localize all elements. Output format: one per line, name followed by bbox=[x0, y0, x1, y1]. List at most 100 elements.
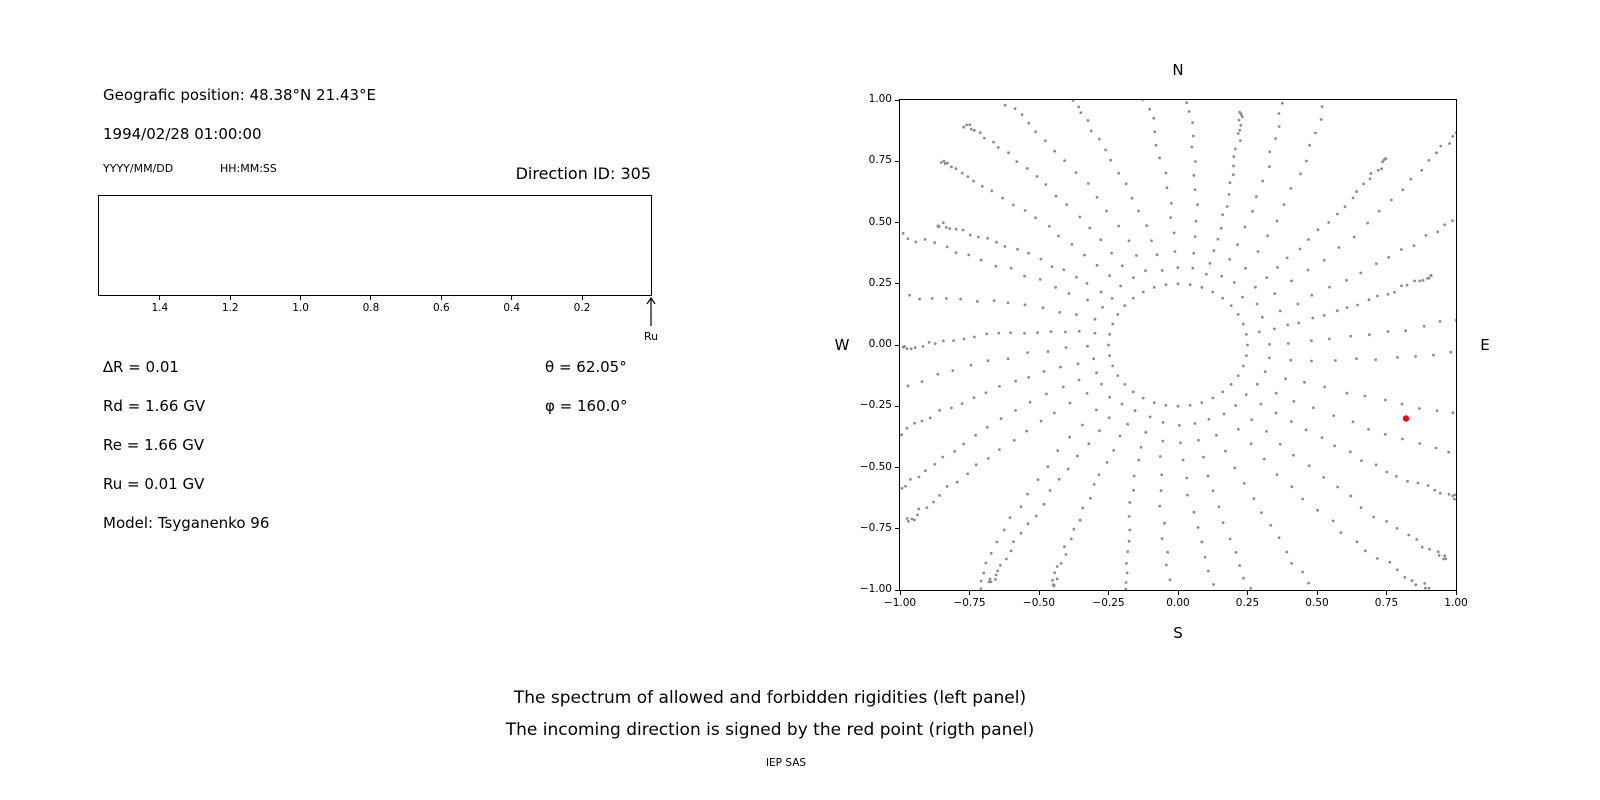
scatter-dot bbox=[1044, 183, 1048, 186]
scatter-dot bbox=[1307, 581, 1311, 585]
scatter-dot bbox=[1148, 415, 1152, 419]
scatter-dot bbox=[1345, 279, 1348, 282]
scatter-dot bbox=[1008, 516, 1012, 519]
scatter-dot bbox=[1242, 576, 1245, 580]
scatter-dot bbox=[998, 448, 1001, 451]
map-x-tick-label: 0.00 bbox=[1166, 597, 1190, 609]
scatter-dot bbox=[930, 297, 934, 300]
scatter-dot bbox=[1222, 412, 1226, 416]
scatter-dot bbox=[992, 140, 995, 144]
scatter-dot bbox=[928, 416, 932, 420]
scatter-dot bbox=[905, 517, 909, 520]
scatter-dot bbox=[1038, 278, 1042, 281]
scatter-dot bbox=[1299, 172, 1302, 176]
spectrum-x-tick-mark bbox=[511, 296, 513, 300]
scatter-dot bbox=[1451, 135, 1455, 138]
scatter-dot bbox=[1173, 250, 1177, 253]
scatter-dot bbox=[1414, 583, 1418, 587]
scatter-dot bbox=[1012, 439, 1016, 442]
compass-north-label: N bbox=[1172, 61, 1184, 79]
scatter-dot bbox=[1152, 286, 1156, 289]
scatter-dot bbox=[1229, 383, 1233, 386]
scatter-dot bbox=[1125, 561, 1128, 565]
scatter-dot bbox=[1245, 333, 1248, 336]
scatter-dot bbox=[1254, 285, 1257, 289]
scatter-dot bbox=[1221, 296, 1225, 300]
scatter-dot bbox=[1423, 582, 1427, 585]
scatter-dot bbox=[1013, 107, 1017, 111]
scatter-dot bbox=[1233, 466, 1237, 470]
scatter-dot bbox=[1166, 550, 1170, 554]
scatter-dot bbox=[1057, 234, 1060, 238]
scatter-dot bbox=[1308, 143, 1311, 147]
scatter-dot bbox=[1434, 446, 1438, 450]
scatter-dot bbox=[925, 506, 929, 509]
scatter-dot bbox=[1420, 168, 1424, 172]
scatter-dot bbox=[1241, 364, 1245, 368]
scatter-dot bbox=[1244, 266, 1247, 270]
scatter-dot bbox=[1057, 477, 1061, 481]
scatter-dot bbox=[1301, 497, 1304, 501]
scatter-dot bbox=[1436, 230, 1440, 234]
scatter-dot bbox=[1360, 459, 1363, 463]
scatter-dot bbox=[944, 226, 948, 229]
scatter-dot bbox=[1280, 101, 1284, 105]
scatter-dot bbox=[1191, 266, 1195, 270]
scatter-dot bbox=[1345, 391, 1349, 395]
scatter-dot bbox=[994, 578, 997, 581]
scatter-dot bbox=[1426, 484, 1430, 487]
scatter-dot bbox=[1164, 283, 1168, 287]
map-y-tick-mark bbox=[895, 528, 899, 530]
scatter-dot bbox=[978, 131, 982, 135]
scatter-dot bbox=[1059, 562, 1063, 565]
map-x-tick-mark bbox=[969, 591, 970, 595]
scatter-dot bbox=[1005, 557, 1008, 561]
scatter-dot bbox=[1404, 329, 1407, 333]
scatter-dot bbox=[937, 224, 940, 228]
map-x-tick-label: 1.00 bbox=[1444, 597, 1468, 609]
scatter-dot bbox=[1053, 149, 1057, 153]
scatter-dot bbox=[979, 258, 983, 262]
scatter-dot bbox=[1053, 411, 1056, 415]
scatter-dot bbox=[1039, 257, 1043, 261]
scatter-dot bbox=[901, 231, 905, 235]
scatter-dot bbox=[1075, 313, 1078, 316]
scatter-dot bbox=[1099, 290, 1103, 294]
spectrum-x-tick-mark bbox=[300, 296, 302, 300]
scatter-dot bbox=[1289, 358, 1293, 362]
scatter-dot bbox=[1260, 511, 1263, 514]
scatter-dot bbox=[1422, 324, 1426, 328]
scatter-dot bbox=[1443, 554, 1447, 558]
scatter-dot bbox=[1395, 474, 1398, 478]
scatter-dot bbox=[1241, 295, 1244, 299]
scatter-dot bbox=[1108, 274, 1111, 278]
scatter-dot bbox=[1046, 350, 1050, 353]
scatter-dot bbox=[1268, 342, 1271, 346]
scatter-dot bbox=[1368, 177, 1372, 181]
scatter-dot bbox=[927, 340, 931, 344]
scatter-dot bbox=[1086, 182, 1090, 185]
scatter-dot bbox=[1132, 276, 1135, 280]
scatter-dot bbox=[1058, 310, 1061, 314]
scatter-dot bbox=[1095, 408, 1098, 412]
scatter-dot bbox=[1027, 251, 1030, 255]
scatter-dot bbox=[962, 337, 966, 341]
param-theta: θ = 62.05° bbox=[545, 358, 627, 376]
scatter-dot bbox=[1027, 121, 1031, 125]
scatter-dot bbox=[1153, 130, 1157, 134]
scatter-dot bbox=[1228, 257, 1232, 261]
scatter-dot bbox=[1303, 380, 1306, 384]
scatter-dot bbox=[1019, 505, 1023, 509]
scatter-dot bbox=[1336, 212, 1339, 216]
scatter-dot bbox=[1380, 167, 1383, 171]
scatter-dot bbox=[1196, 203, 1199, 207]
scatter-dot bbox=[1067, 292, 1071, 295]
scatter-dot bbox=[1250, 418, 1254, 422]
scatter-dot bbox=[1290, 561, 1293, 565]
scatter-dot bbox=[1374, 463, 1378, 467]
scatter-dot bbox=[932, 500, 935, 504]
scatter-dot bbox=[1108, 333, 1111, 336]
scatter-dot bbox=[1095, 371, 1098, 375]
scatter-dot bbox=[972, 396, 976, 399]
scatter-dot bbox=[1376, 294, 1379, 298]
